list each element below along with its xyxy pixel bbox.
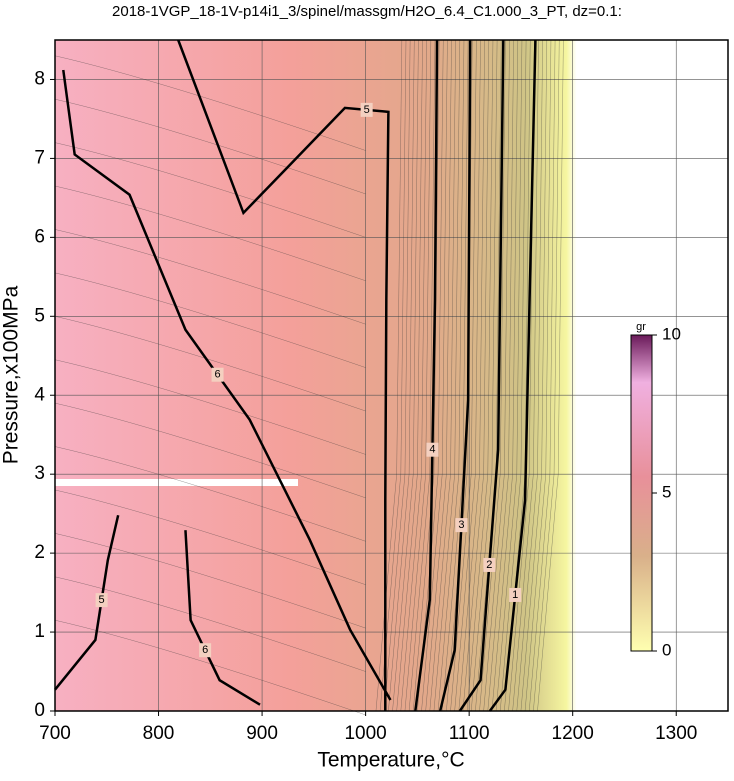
x-tick-label: 800 <box>143 723 175 744</box>
contour-label-bg <box>199 643 212 658</box>
contour-label: 1 <box>512 589 518 601</box>
texture-line <box>537 39 564 712</box>
texture-line <box>54 533 366 629</box>
texture-line <box>454 39 481 712</box>
chart-title: 2018-1VGP_18-1V-p14i1_3/spinel/massgm/H2… <box>112 3 622 20</box>
x-tick-label: 1300 <box>655 723 697 744</box>
contour-label: 5 <box>99 594 105 606</box>
field <box>55 40 728 711</box>
texture-line <box>54 359 366 455</box>
contour-label-bg <box>455 518 468 533</box>
texture-line <box>516 39 543 712</box>
colorbar-tick-label: 0 <box>662 640 671 659</box>
texture-line <box>520 39 548 712</box>
y-tick-label: 3 <box>34 463 45 484</box>
texture-line <box>396 39 423 712</box>
texture-line <box>54 229 366 325</box>
x-tick-label: 900 <box>246 723 278 744</box>
colorbar-tick-label: 10 <box>662 324 681 343</box>
texture-line <box>528 39 556 712</box>
texture-line <box>429 39 456 712</box>
texture-line <box>392 39 419 712</box>
gap-band <box>55 479 298 486</box>
texture-line <box>54 576 366 672</box>
texture-line <box>404 39 432 712</box>
texture-line <box>54 55 366 151</box>
y-tick-label: 0 <box>34 700 45 721</box>
plot-frame <box>54 39 729 712</box>
texture-line <box>388 39 415 712</box>
texture-line <box>524 39 552 712</box>
texture-line <box>499 39 527 712</box>
texture-line <box>462 39 490 712</box>
texture-line <box>54 402 366 499</box>
texture-line <box>54 619 366 716</box>
texture-line <box>375 39 403 712</box>
texture-line <box>408 39 436 712</box>
contour-label: 5 <box>364 104 370 116</box>
x-tick-label: 1200 <box>552 723 594 744</box>
texture-line <box>458 39 485 712</box>
contour-label-bg <box>95 593 108 608</box>
y-tick-label: 1 <box>34 621 45 642</box>
texture-line <box>483 39 510 712</box>
y-axis-label: Pressure,x100MPa <box>0 285 23 464</box>
texture-line <box>512 39 539 712</box>
texture-line <box>54 185 366 282</box>
texture-line <box>54 489 366 585</box>
contour-label: 3 <box>458 519 464 531</box>
x-axis-label: Temperature,°C <box>317 749 464 772</box>
colorbar-label: gr <box>636 321 646 333</box>
contour-label-bg <box>426 442 439 457</box>
texture-line <box>533 39 560 712</box>
texture-line <box>54 142 366 238</box>
texture-line <box>54 446 366 542</box>
texture-line <box>400 39 427 712</box>
contour-label-bg <box>509 587 522 602</box>
texture-line <box>417 39 444 712</box>
y-tick-label: 4 <box>34 384 45 405</box>
colorbar <box>630 334 653 652</box>
y-tick-label: 8 <box>34 68 45 89</box>
texture-line <box>425 39 452 712</box>
contour-label-bg <box>211 367 224 382</box>
contour-label: 6 <box>214 369 220 381</box>
texture-line <box>54 98 366 195</box>
texture-line <box>412 39 440 712</box>
texture-line <box>450 39 477 712</box>
texture-line <box>54 316 366 412</box>
texture-line <box>487 39 514 712</box>
texture-line <box>379 39 407 712</box>
texture-line <box>421 39 448 712</box>
texture-line <box>491 39 519 712</box>
texture-line <box>470 39 498 712</box>
contour-label-bg <box>360 102 373 117</box>
texture-line <box>437 39 465 712</box>
x-tick-label: 700 <box>39 723 71 744</box>
contour-label: 2 <box>486 559 492 571</box>
texture-line <box>479 39 506 712</box>
contour-label-bg <box>483 557 496 572</box>
contour-label: 6 <box>202 644 208 656</box>
texture-line <box>54 272 366 368</box>
contour-label: 4 <box>429 444 435 456</box>
x-tick-label: 1000 <box>344 723 386 744</box>
texture-line <box>433 39 461 712</box>
y-tick-label: 6 <box>34 226 45 247</box>
y-tick-label: 5 <box>34 305 45 326</box>
texture-line <box>495 39 523 712</box>
texture-line <box>384 39 411 712</box>
colorbar-tick-label: 5 <box>662 482 671 501</box>
y-tick-label: 2 <box>34 542 45 563</box>
y-tick-label: 7 <box>34 147 45 168</box>
x-tick-label: 1100 <box>449 723 490 744</box>
texture-line <box>466 39 494 712</box>
